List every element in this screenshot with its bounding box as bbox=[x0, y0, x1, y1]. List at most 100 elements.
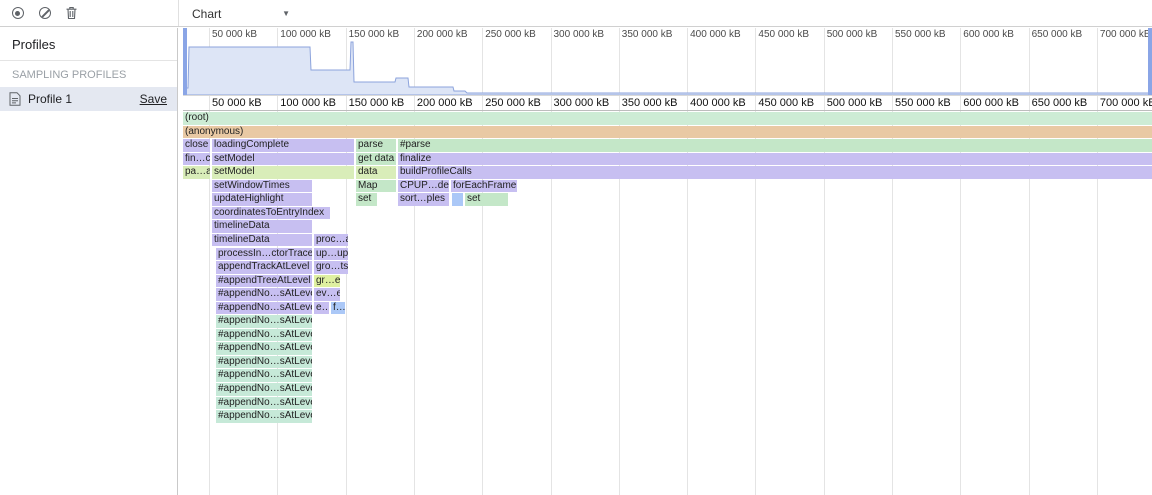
flame-bar[interactable]: coordinatesToEntryIndex bbox=[212, 206, 330, 220]
gridline bbox=[687, 28, 689, 495]
flame-bar[interactable]: processIn…ctorTrace bbox=[216, 247, 312, 260]
gridline bbox=[413, 28, 415, 495]
sampling-profiles-heading: SAMPLING PROFILES bbox=[12, 69, 127, 81]
flame-bar[interactable]: timelineData bbox=[212, 233, 312, 247]
ruler-top-label: 100 000 kB bbox=[280, 29, 331, 40]
flame-bar[interactable]: gr…ew bbox=[314, 274, 340, 288]
ruler-bottom-label: 450 000 kB bbox=[758, 97, 815, 109]
flame-bar[interactable]: Map bbox=[356, 179, 396, 193]
flame-bar[interactable]: close bbox=[183, 139, 210, 152]
ruler-bottom-label: 500 000 kB bbox=[826, 97, 883, 109]
flame-bar[interactable]: parse bbox=[356, 139, 396, 152]
ruler-top-label: 500 000 kB bbox=[826, 29, 878, 40]
overview-left-handle[interactable] bbox=[183, 28, 187, 95]
profile-name: Profile 1 bbox=[28, 92, 73, 106]
flame-bar[interactable]: get data bbox=[356, 152, 396, 166]
gridline bbox=[550, 28, 552, 495]
ruler-top-border bbox=[183, 95, 1152, 96]
flame-bar[interactable]: appendTrackAtLevel bbox=[216, 261, 312, 274]
record-icon bbox=[11, 7, 24, 19]
gridline bbox=[1096, 28, 1098, 495]
sidebar-title: Profiles bbox=[0, 28, 177, 61]
ruler-bottom-label: 400 000 kB bbox=[690, 97, 746, 109]
flame-bar[interactable]: #appendNo…sAtLevel bbox=[216, 355, 312, 369]
flame-bar[interactable]: #appendNo…sAtLevel bbox=[216, 288, 312, 301]
ruler-top-label: 450 000 kB bbox=[758, 29, 809, 40]
flame-bar[interactable]: buildProfileCalls bbox=[398, 166, 1152, 179]
ruler-top-label: 550 000 kB bbox=[895, 29, 946, 40]
flame-bar[interactable]: (anonymous) bbox=[183, 125, 1152, 139]
ruler-top-label: 300 000 kB bbox=[553, 29, 605, 40]
record-button[interactable] bbox=[4, 0, 31, 26]
flame-bar[interactable]: updateHighlight bbox=[212, 193, 312, 206]
sidebar: Profiles SAMPLING PROFILES Profile 1 Sav… bbox=[0, 28, 178, 495]
flame-bar[interactable]: data bbox=[356, 166, 396, 179]
gridline bbox=[892, 28, 893, 495]
delete-profile-button[interactable] bbox=[58, 0, 85, 26]
flame-bar[interactable]: loadingComplete bbox=[212, 139, 354, 152]
flame-bar[interactable]: timelineData bbox=[212, 220, 312, 233]
flame-bar[interactable]: forEachFrame bbox=[451, 179, 517, 193]
memory-overview-graph[interactable] bbox=[183, 40, 1152, 95]
flame-bar[interactable]: #appendNo…sAtLevel bbox=[216, 410, 312, 423]
flame-bar[interactable] bbox=[452, 193, 463, 206]
flame-bar[interactable]: setModel bbox=[212, 152, 354, 166]
ruler-top-label: 650 000 kB bbox=[1031, 29, 1083, 40]
flame-bar[interactable]: e… bbox=[314, 301, 329, 315]
flame-chart-area: 50 000 kB 50 000 kB 100 000 kB 100 000 kB 15… bbox=[183, 28, 1152, 495]
flame-bar[interactable]: setWindowTimes bbox=[212, 179, 312, 193]
flame-bar[interactable]: setModel bbox=[212, 166, 354, 179]
trash-icon bbox=[66, 7, 77, 20]
flame-bar[interactable]: CPUP…del bbox=[398, 179, 449, 193]
flame-bar[interactable]: set bbox=[465, 193, 508, 206]
flame-bar[interactable]: #appendNo…sAtLevel bbox=[216, 369, 312, 382]
ruler-top-label: 200 000 kB bbox=[416, 29, 468, 40]
flame-bar[interactable]: #appendNo…sAtLevel bbox=[216, 342, 312, 355]
ruler-bottom-label: 700 000 kB bbox=[1099, 97, 1152, 109]
chevron-down-icon: ▼ bbox=[282, 9, 290, 18]
clear-icon bbox=[38, 7, 51, 19]
flame-bar[interactable]: up…up bbox=[314, 247, 348, 260]
flame-bar[interactable]: set bbox=[356, 193, 377, 206]
view-mode-label: Chart bbox=[192, 6, 222, 21]
ruler-bottom-label: 50 000 kB bbox=[212, 97, 262, 109]
sidebar-item-profile-1[interactable]: Profile 1 Save bbox=[0, 87, 177, 111]
flame-bar[interactable]: f… bbox=[331, 301, 345, 315]
flame-bar[interactable]: #appendNo…sAtLevel bbox=[216, 315, 312, 328]
ruler-top-label: 350 000 kB bbox=[621, 29, 673, 40]
flame-bar[interactable]: proc…ata bbox=[314, 233, 348, 247]
ruler-bottom-label: 200 000 kB bbox=[416, 97, 473, 109]
ruler-top-label: 150 000 kB bbox=[348, 29, 400, 40]
flame-bar[interactable]: #appendNo…sAtLevel bbox=[216, 328, 312, 342]
flame-bar[interactable]: #parse bbox=[398, 139, 1152, 152]
save-link[interactable]: Save bbox=[139, 92, 167, 106]
ruler-top-label: 600 000 kB bbox=[963, 29, 1014, 40]
ruler-top-label: 700 000 kB bbox=[1099, 29, 1151, 40]
overview-right-handle[interactable] bbox=[1148, 28, 1152, 95]
ruler-bottom-label: 350 000 kB bbox=[621, 97, 678, 109]
gridline bbox=[618, 28, 620, 495]
flame-bar[interactable]: #appendNo…sAtLevel bbox=[216, 396, 312, 410]
gridline bbox=[823, 28, 825, 495]
flame-bar[interactable]: #appendTreeAtLevel bbox=[216, 274, 312, 288]
ruler-top-label: 50 000 kB bbox=[212, 29, 258, 40]
clear-button[interactable] bbox=[31, 0, 58, 26]
gridline bbox=[960, 28, 962, 495]
ruler-bottom-label: 550 000 kB bbox=[895, 97, 951, 109]
flame-bar[interactable]: pa…at bbox=[183, 166, 210, 179]
flame-bar[interactable]: sort…ples bbox=[398, 193, 449, 206]
flame-bar[interactable]: finalize bbox=[398, 152, 1152, 166]
ruler-bottom-label: 650 000 kB bbox=[1031, 97, 1088, 109]
flame-bar[interactable]: #appendNo…sAtLevel bbox=[216, 301, 312, 315]
flame-bar[interactable]: fin…ce bbox=[183, 152, 210, 166]
flame-bar[interactable]: (root) bbox=[183, 112, 1152, 125]
toolbar: Chart ▼ bbox=[0, 0, 1152, 27]
gridline bbox=[482, 28, 484, 495]
flame-bar[interactable]: gro…ts bbox=[314, 261, 348, 274]
view-mode-select[interactable]: Chart ▼ bbox=[188, 4, 294, 23]
ruler-bottom-border bbox=[183, 110, 1152, 111]
ruler-bottom-label: 250 000 kB bbox=[485, 97, 541, 109]
flame-bar[interactable]: ev…ew bbox=[314, 288, 340, 301]
flame-bar[interactable]: #appendNo…sAtLevel bbox=[216, 383, 312, 396]
ruler-bottom-label: 300 000 kB bbox=[553, 97, 610, 109]
